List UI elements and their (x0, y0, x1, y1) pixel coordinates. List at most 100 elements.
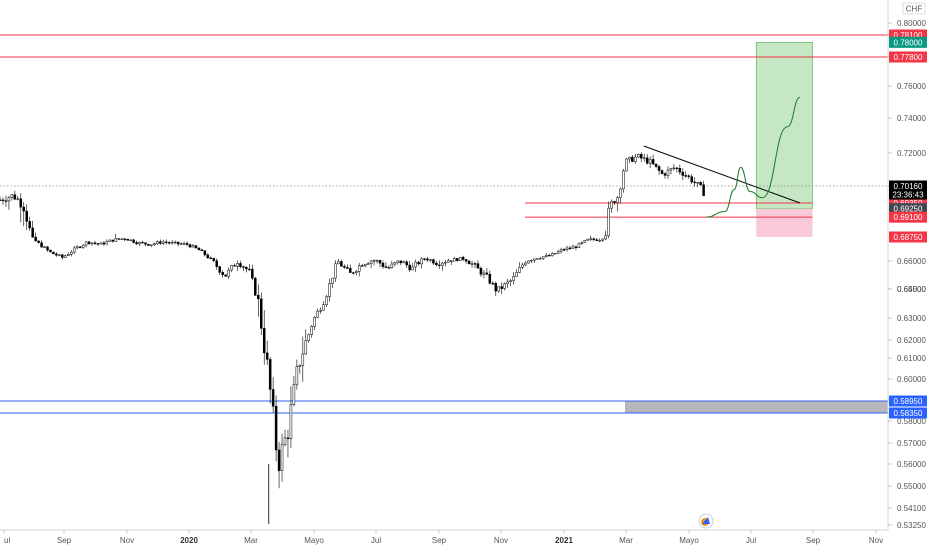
candle-body (580, 242, 584, 244)
price-label-box (889, 395, 927, 407)
candle-body (58, 254, 61, 256)
candle-body (616, 197, 619, 203)
candle-body (372, 260, 376, 262)
candle-body (123, 238, 126, 240)
candle-body (346, 267, 349, 269)
candle-body (313, 317, 316, 327)
candle-body (230, 265, 233, 271)
candle-body (162, 241, 165, 244)
candle-body (251, 268, 254, 279)
long-position-target-zone (755, 42, 813, 209)
candle-body (102, 242, 106, 245)
candle-body (464, 259, 468, 262)
candle-body (295, 366, 299, 385)
candle-body (7, 197, 11, 202)
candle-body (515, 272, 518, 277)
candle-body (75, 246, 79, 249)
price-label-text: 0.69250 (894, 205, 923, 214)
price-label-box (889, 197, 927, 209)
candle-body (553, 253, 557, 255)
candle-body (539, 258, 542, 260)
candle-body (328, 283, 331, 297)
candle-body (470, 263, 474, 265)
candle-body (506, 281, 509, 284)
candle-body (408, 264, 411, 271)
candle-body (666, 169, 670, 176)
candle-body (19, 198, 23, 208)
price-tick-label: 0.58000 (897, 417, 926, 426)
candle-body (179, 243, 183, 245)
candle-body (654, 163, 658, 167)
time-tick-label: Mar (244, 536, 258, 545)
candle-body (485, 272, 489, 275)
price-label-text: 0.77800 (894, 53, 923, 62)
candle-body (340, 261, 343, 267)
candle-body (206, 254, 210, 259)
candle-body (126, 238, 129, 241)
candle-body (25, 210, 28, 222)
candle-body (111, 239, 115, 242)
candle-body (447, 260, 450, 263)
candle-body (583, 240, 587, 243)
currency-box[interactable] (902, 2, 926, 15)
candle-body (458, 256, 462, 261)
candle-body (135, 242, 138, 245)
candle-body (87, 241, 91, 244)
candle-body (577, 243, 581, 248)
price-axis[interactable]: CHF 0.800000.790000.770000.760000.740000… (887, 0, 932, 530)
price-label-box (889, 36, 927, 48)
candle-body (55, 253, 58, 256)
price-label-text: 0.58350 (894, 409, 923, 418)
candle-body (337, 261, 340, 265)
candle-body (405, 261, 408, 266)
candle-body (46, 246, 49, 251)
price-label-text: 0.69100 (894, 213, 923, 222)
candle-body (156, 241, 159, 244)
price-label-box (889, 203, 927, 215)
candle-body (108, 239, 112, 242)
time-tick-label: Nov (494, 536, 508, 545)
candle-body (93, 242, 97, 244)
candle-body (693, 181, 696, 184)
candle-body (271, 389, 275, 407)
candle-body (678, 168, 682, 173)
candle-body (322, 304, 325, 311)
tradingview-logo-icon[interactable] (698, 513, 714, 529)
candle-body (173, 241, 177, 244)
candle-body (601, 238, 604, 241)
candle-body (194, 245, 198, 249)
candle-body (610, 201, 613, 209)
candle-body (132, 239, 135, 243)
candle-body (4, 200, 8, 202)
price-label-box (889, 29, 927, 41)
time-axis[interactable]: ul Sep Nov 2020 Mar Mayo Jul Sep Nov 2021 Mar Mayo J… (0, 529, 888, 545)
candle-body (343, 266, 346, 268)
candle-body (289, 404, 293, 439)
candle-body (99, 242, 103, 245)
price-tick-label: 0.74000 (897, 114, 926, 123)
candle-body (64, 255, 67, 258)
candle-body (574, 246, 578, 248)
candle-body (262, 328, 266, 354)
price-label-box (889, 51, 927, 63)
candle-body (378, 260, 382, 264)
candle-body (40, 242, 43, 248)
candle-body (366, 263, 370, 265)
time-tick-label: Nov (869, 536, 883, 545)
price-tick-label: 0.76000 (897, 82, 926, 91)
price-tick-label: 0.57000 (897, 439, 926, 448)
candle-body (562, 249, 566, 251)
candle-body (530, 259, 533, 262)
candle-body (613, 201, 616, 203)
time-tick-label: ul (4, 536, 10, 545)
candle-body (176, 241, 180, 245)
candle-body (316, 310, 319, 318)
time-tick-label: Mayo (304, 536, 324, 545)
candle-body (568, 247, 572, 249)
candle-body (22, 206, 25, 212)
candle-body (105, 241, 109, 245)
candle-body (84, 241, 88, 246)
candle-body (90, 242, 94, 244)
candle-body (687, 175, 690, 177)
